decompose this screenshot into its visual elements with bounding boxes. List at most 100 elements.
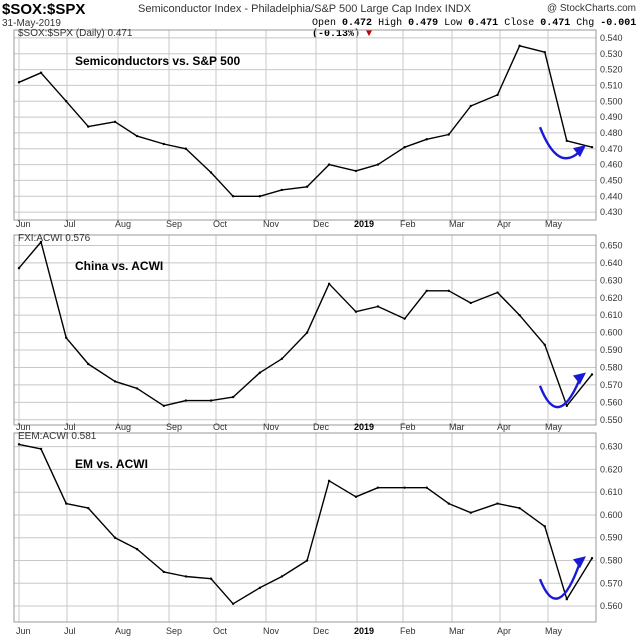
data-point bbox=[17, 443, 21, 446]
annotation-arrow bbox=[538, 377, 582, 409]
data-point bbox=[184, 399, 188, 402]
data-point bbox=[162, 404, 166, 408]
close-label: Close bbox=[504, 18, 535, 29]
symbol-title: $SOX:$SPX bbox=[2, 1, 86, 18]
x-tick-label: Oct bbox=[213, 422, 228, 432]
x-tick-label: Feb bbox=[400, 219, 416, 229]
down-arrow-icon: ▼ bbox=[366, 29, 373, 40]
y-tick-label: 0.580 bbox=[600, 362, 623, 372]
data-point bbox=[39, 240, 43, 244]
y-tick-label: 0.590 bbox=[600, 533, 623, 543]
x-tick-label: Nov bbox=[263, 219, 280, 229]
data-point bbox=[113, 380, 117, 383]
data-point bbox=[258, 586, 262, 590]
y-tick-label: 0.540 bbox=[600, 33, 623, 43]
x-tick-label: Dec bbox=[313, 219, 330, 229]
data-point bbox=[590, 373, 594, 376]
data-point bbox=[135, 547, 139, 551]
series-line bbox=[18, 45, 593, 198]
y-tick-label: 0.450 bbox=[600, 175, 623, 185]
data-point bbox=[231, 602, 235, 605]
high-value: 0.479 bbox=[408, 18, 439, 29]
x-tick-label: Feb bbox=[400, 626, 416, 636]
data-point bbox=[425, 486, 428, 489]
pane-legend: $SOX:$SPX (Daily) 0.471 bbox=[18, 28, 133, 39]
data-point bbox=[65, 502, 68, 505]
pane-frame bbox=[13, 432, 597, 623]
data-point bbox=[305, 185, 309, 188]
data-point bbox=[543, 525, 546, 528]
x-tick-label: Jul bbox=[64, 219, 76, 229]
data-point bbox=[354, 169, 358, 173]
x-tick-label: Dec bbox=[313, 626, 330, 636]
y-tick-label: 0.590 bbox=[600, 345, 623, 355]
x-tick-label: Aug bbox=[115, 219, 131, 229]
data-point bbox=[447, 289, 450, 292]
data-point bbox=[376, 305, 380, 308]
y-tick-label: 0.650 bbox=[600, 240, 623, 250]
data-point bbox=[590, 145, 594, 149]
y-tick-label: 0.580 bbox=[600, 556, 623, 566]
x-tick-label: Sep bbox=[166, 219, 182, 229]
data-point bbox=[305, 559, 309, 562]
y-tick-label: 0.560 bbox=[600, 601, 623, 611]
data-point bbox=[305, 331, 309, 334]
y-tick-label: 0.640 bbox=[600, 258, 623, 268]
y-tick-label: 0.620 bbox=[600, 293, 623, 303]
x-tick-label: Apr bbox=[497, 219, 511, 229]
data-point bbox=[354, 495, 358, 498]
data-point bbox=[162, 142, 166, 146]
y-tick-label: 0.520 bbox=[600, 65, 623, 75]
x-tick-label: Jun bbox=[16, 626, 31, 636]
data-point bbox=[447, 133, 450, 136]
credit-label: @ StockCharts.com bbox=[546, 3, 636, 14]
data-point bbox=[376, 486, 380, 489]
data-point bbox=[403, 486, 406, 489]
y-tick-label: 0.630 bbox=[600, 442, 623, 452]
x-tick-label: Mar bbox=[449, 422, 465, 432]
arrowhead-icon bbox=[573, 372, 586, 385]
data-point bbox=[590, 557, 594, 560]
data-point bbox=[447, 502, 450, 505]
y-tick-label: 0.510 bbox=[600, 80, 623, 90]
arrowhead-icon bbox=[573, 145, 586, 158]
data-point bbox=[565, 139, 569, 143]
pane-frame bbox=[13, 234, 597, 426]
y-tick-label: 0.610 bbox=[600, 487, 623, 497]
y-tick-label: 0.550 bbox=[600, 415, 623, 425]
ohlc-readout: Open 0.472 High 0.479 Low 0.471 Close 0.… bbox=[312, 18, 640, 40]
x-tick-label: Oct bbox=[213, 219, 228, 229]
y-tick-label: 0.570 bbox=[600, 380, 623, 390]
data-point bbox=[258, 195, 262, 198]
x-tick-label: Aug bbox=[115, 422, 131, 432]
x-tick-label: Apr bbox=[497, 422, 511, 432]
y-tick-label: 0.570 bbox=[600, 578, 623, 588]
y-tick-label: 0.460 bbox=[600, 160, 623, 170]
data-point bbox=[376, 163, 380, 166]
x-tick-label: Jul bbox=[64, 626, 76, 636]
low-value: 0.471 bbox=[468, 18, 499, 29]
data-point bbox=[354, 310, 358, 313]
data-point bbox=[231, 195, 235, 198]
pane-legend: FXI:ACWI 0.576 bbox=[18, 233, 91, 244]
data-point bbox=[209, 399, 213, 402]
open-value: 0.472 bbox=[342, 18, 373, 29]
x-tick-label: Sep bbox=[166, 422, 182, 432]
date-label: 31-May-2019 bbox=[2, 18, 61, 29]
data-point bbox=[280, 575, 284, 578]
data-point bbox=[184, 575, 188, 578]
y-tick-label: 0.610 bbox=[600, 310, 623, 320]
y-tick-label: 0.440 bbox=[600, 191, 623, 201]
x-tick-label: Nov bbox=[263, 422, 280, 432]
y-tick-label: 0.620 bbox=[600, 464, 623, 474]
data-point bbox=[135, 134, 139, 138]
data-point bbox=[280, 357, 284, 360]
low-label: Low bbox=[444, 18, 463, 29]
x-tick-label: Mar bbox=[449, 626, 465, 636]
symbol-description: Semiconductor Index - Philadelphia/S&P 5… bbox=[138, 3, 472, 15]
data-point bbox=[113, 120, 117, 124]
x-tick-label: May bbox=[545, 219, 563, 229]
y-tick-label: 0.470 bbox=[600, 144, 623, 154]
pane-title: China vs. ACWI bbox=[75, 259, 163, 273]
